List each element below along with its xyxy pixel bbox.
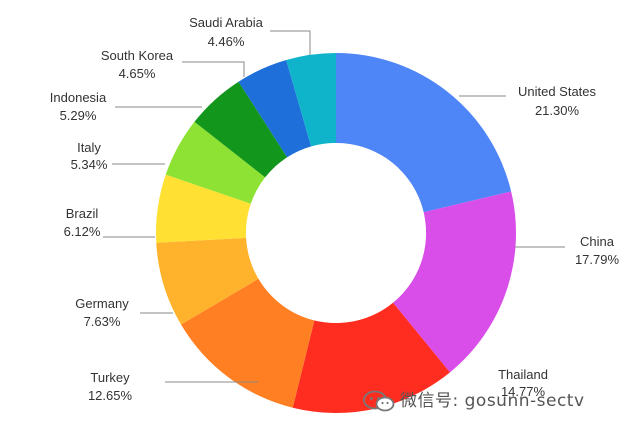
slice-value-italy: 5.34% — [71, 157, 108, 172]
leader-line-south-korea — [182, 61, 245, 77]
slice-china — [392, 191, 516, 373]
slice-label-saudi-arabia: Saudi Arabia — [189, 15, 263, 30]
slice-value-united-states: 21.30% — [535, 103, 580, 118]
slice-value-brazil: 6.12% — [64, 224, 101, 239]
slice-label-indonesia: Indonesia — [50, 90, 107, 105]
slice-label-thailand: Thailand — [498, 367, 548, 382]
slice-united-states — [336, 53, 512, 213]
slice-thailand — [292, 302, 450, 413]
slice-value-indonesia: 5.29% — [60, 108, 97, 123]
slice-value-saudi-arabia: 4.46% — [208, 34, 245, 49]
slice-italy — [165, 121, 266, 204]
wechat-icon — [363, 390, 395, 412]
slice-label-brazil: Brazil — [66, 206, 99, 221]
slice-value-china: 17.79% — [575, 252, 620, 267]
slice-label-china: China — [580, 234, 615, 249]
watermark-text: 微信号: gosunn-sectv — [400, 391, 585, 411]
slice-value-south-korea: 4.65% — [119, 66, 156, 81]
slice-value-germany: 7.63% — [84, 314, 121, 329]
slice-germany — [156, 237, 259, 325]
slice-indonesia — [194, 81, 288, 178]
slice-brazil — [156, 174, 251, 243]
slice-value-thailand: 14.77% — [501, 384, 546, 399]
slice-turkey — [181, 278, 315, 408]
slice-label-turkey: Turkey — [90, 370, 130, 385]
slice-label-south-korea: South Korea — [101, 48, 174, 63]
slice-south-korea — [238, 60, 312, 158]
watermark: 微信号: gosunn-sectv — [362, 386, 585, 413]
slice-value-turkey: 12.65% — [88, 388, 133, 403]
slice-label-italy: Italy — [77, 140, 101, 155]
slice-label-united-states: United States — [518, 84, 597, 99]
leader-line-saudi-arabia — [270, 30, 311, 55]
slice-saudi-arabia — [286, 53, 336, 147]
donut-hole — [246, 143, 426, 323]
slice-label-germany: Germany — [75, 296, 129, 311]
